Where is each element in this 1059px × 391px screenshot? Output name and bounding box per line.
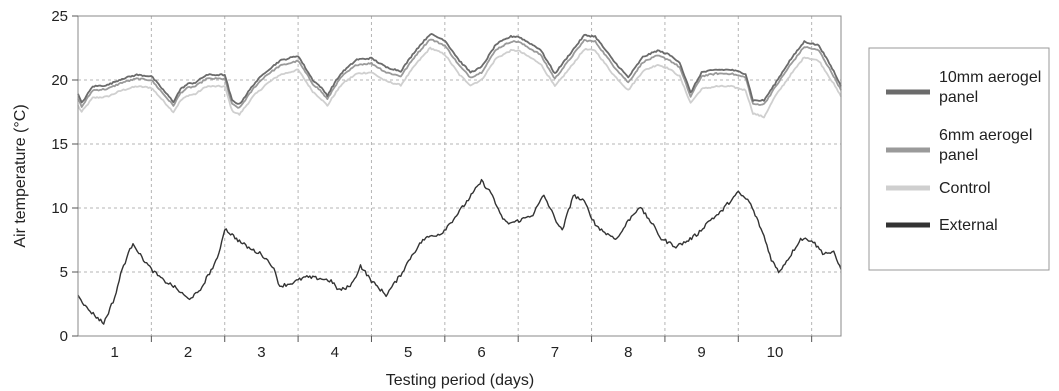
legend: 10mm aerogel panel 6mm aerogel panel Control… [868,47,1050,271]
y-tick-label: 0 [60,328,68,345]
series-line-control [77,46,842,119]
x-tick-label: 1 [111,344,119,361]
y-tick-label: 25 [51,8,68,25]
x-tick-label: 10 [767,344,784,361]
series-line-10mm-aerogel-panel [77,33,842,105]
x-tick-label: 3 [257,344,265,361]
y-tick-label: 20 [51,72,68,89]
y-tick-label: 15 [51,136,68,153]
y-axis-title: Air temperature (°C) [12,104,29,247]
series-line-external [77,178,842,325]
x-tick-label: 9 [697,344,705,361]
x-tick-label: 5 [404,344,412,361]
series-layer [77,33,842,325]
legend-label-line2: panel [939,89,978,106]
legend-items: 10mm aerogel panel 6mm aerogel panel Control… [886,69,1041,234]
x-tick-label: 4 [331,344,339,361]
x-tick-label: 2 [184,344,192,361]
y-tick-label: 10 [51,200,68,217]
x-tick-label: 6 [477,344,485,361]
x-axis-title: Testing period (days) [386,372,535,389]
legend-label-line2: panel [939,147,978,164]
axis-ticks [72,15,813,342]
y-tick-label: 5 [60,264,68,281]
legend-item: Control [886,180,991,197]
series-line-6mm-aerogel-panel [77,38,842,109]
x-tick-labels: 1 2 3 4 5 6 7 8 9 10 [111,344,784,361]
x-tick-label: 7 [551,344,559,361]
x-tick-label: 8 [624,344,632,361]
legend-item: 6mm aerogel panel [886,127,1032,164]
plot-frame [77,15,842,337]
grid-lines [78,16,841,336]
legend-label: 10mm aerogel [939,69,1041,86]
legend-item: 10mm aerogel panel [886,69,1041,106]
legend-label: Control [939,180,991,197]
y-tick-labels: 0 5 10 15 20 25 [51,8,68,345]
legend-box [868,47,1050,271]
legend-item: External [886,217,998,234]
legend-label: External [939,217,998,234]
legend-label: 6mm aerogel [939,127,1032,144]
